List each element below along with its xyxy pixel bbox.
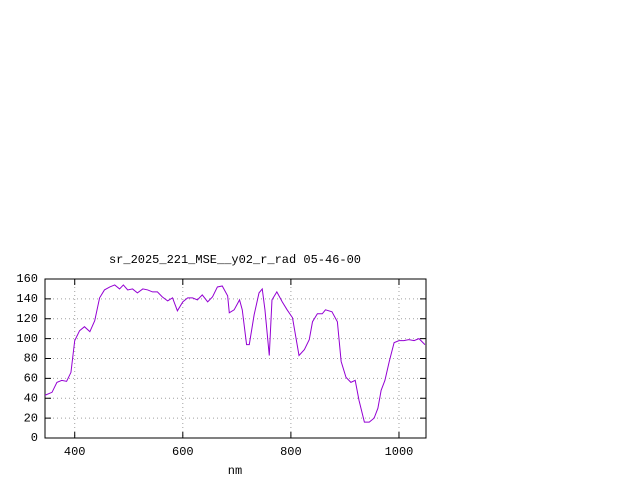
x-axis-label: nm xyxy=(228,464,242,478)
plot-frame xyxy=(44,278,427,439)
chart-title: sr_2025_221_MSE__y02_r_rad 05-46-00 xyxy=(109,253,361,267)
x-tick-label: 600 xyxy=(172,445,194,459)
y-tick-label: 20 xyxy=(24,411,38,425)
y-tick-label: 120 xyxy=(16,312,38,326)
y-tick-label: 80 xyxy=(24,352,38,366)
x-tick-label: 400 xyxy=(64,445,86,459)
y-tick-label: 140 xyxy=(16,292,38,306)
y-tick-label: 100 xyxy=(16,332,38,346)
y-tick-label: 40 xyxy=(24,391,38,405)
x-tick-label: 800 xyxy=(280,445,302,459)
y-tick-label: 60 xyxy=(24,372,38,386)
y-tick-label: 0 xyxy=(31,431,38,445)
y-tick-label: 160 xyxy=(16,272,38,286)
data-line xyxy=(44,284,426,423)
x-tick-label: 1000 xyxy=(385,445,414,459)
